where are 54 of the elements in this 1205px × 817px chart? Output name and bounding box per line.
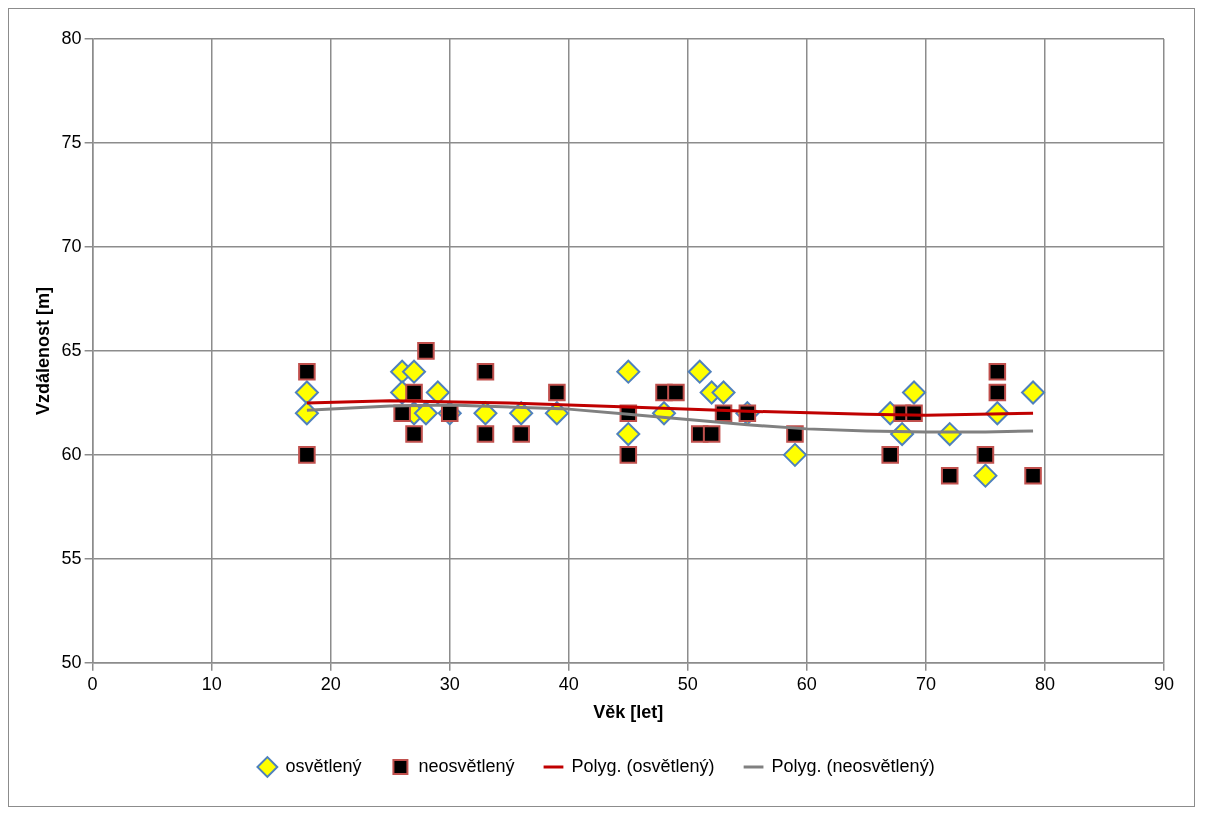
point <box>988 383 1007 402</box>
point <box>476 425 495 443</box>
point <box>902 380 927 405</box>
x-tick-label: 0 <box>87 673 98 694</box>
x-tick-label: 20 <box>320 673 341 694</box>
point <box>711 380 736 405</box>
x-tick-label: 60 <box>796 673 817 694</box>
point <box>976 446 995 464</box>
y-tick-label: 70 <box>61 235 82 256</box>
point <box>298 362 316 381</box>
y-tick-label: 80 <box>61 27 82 48</box>
point <box>988 362 1007 381</box>
point <box>476 362 495 381</box>
point <box>548 383 566 402</box>
point <box>294 401 319 426</box>
point <box>619 446 638 464</box>
point <box>294 380 319 405</box>
x-tick-label: 80 <box>1034 673 1055 694</box>
point <box>687 359 712 384</box>
x-tick-label: 30 <box>439 673 460 694</box>
y-tick-label: 50 <box>61 651 82 672</box>
point <box>616 422 641 447</box>
point <box>298 446 316 464</box>
legend-label: osvětlený <box>285 755 362 776</box>
x-tick-label: 70 <box>915 673 936 694</box>
point <box>417 342 435 360</box>
point <box>702 425 721 443</box>
legend-label: Polyg. (osvětlený) <box>571 755 715 776</box>
x-tick-label: 50 <box>677 673 698 694</box>
point <box>881 446 899 464</box>
x-tick-label: 90 <box>1153 673 1175 694</box>
y-tick-label: 75 <box>61 131 82 152</box>
x-tick-label: 40 <box>558 673 579 694</box>
point <box>973 463 998 488</box>
point <box>940 466 959 485</box>
y-tick-label: 60 <box>61 443 82 464</box>
y-axis-title: Vzdálenost [m] <box>32 286 53 415</box>
y-tick-label: 55 <box>61 547 82 568</box>
point <box>402 359 427 384</box>
x-axis-title: Věk [let] <box>593 702 664 723</box>
x-tick-label: 10 <box>201 673 222 694</box>
point <box>425 380 450 405</box>
point <box>1024 466 1042 485</box>
point <box>405 383 423 402</box>
point <box>1021 380 1046 405</box>
point <box>616 359 641 384</box>
point <box>512 425 530 443</box>
point <box>413 401 438 426</box>
legend-label: neosvětlený <box>418 755 515 776</box>
point <box>667 383 685 402</box>
point <box>782 442 807 467</box>
y-tick-label: 65 <box>61 339 82 360</box>
point <box>405 425 423 443</box>
legend-label: Polyg. (neosvětlený) <box>771 755 935 776</box>
